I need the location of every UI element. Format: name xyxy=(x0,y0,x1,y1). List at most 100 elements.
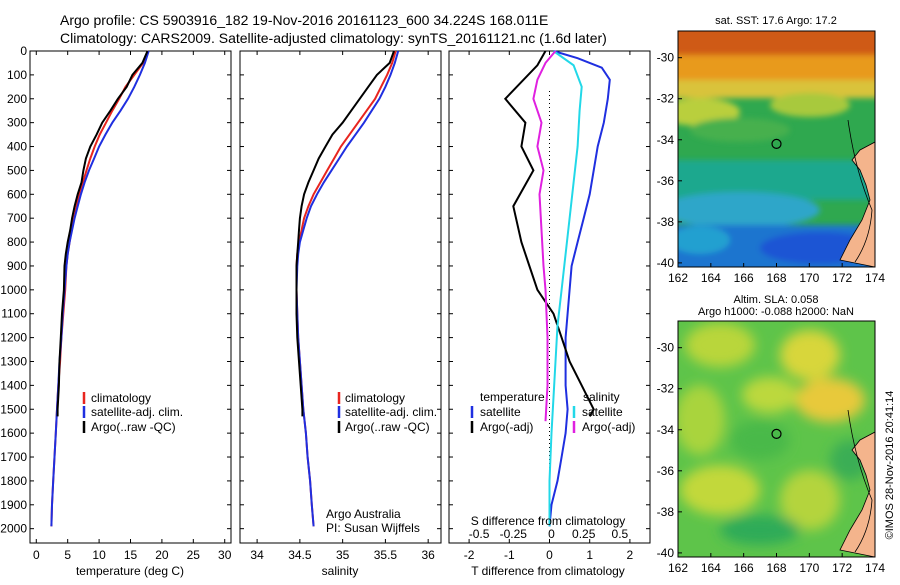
x-tick-label: 25 xyxy=(187,548,201,562)
temperature-legend: climatology satellite-adj. clim. Argo(..… xyxy=(82,391,183,434)
x-tick-label: 5 xyxy=(64,548,71,562)
map-x-tick-label: 170 xyxy=(799,561,819,575)
legend-label-s-satellite: satellite xyxy=(582,405,623,419)
x-tick-label: 36 xyxy=(421,548,435,562)
x-tick-label: -1 xyxy=(504,548,515,562)
legend-label-argo: Argo(..raw -QC) xyxy=(91,420,176,434)
header-title-line2: Climatology: CARS2009. Satellite-adjuste… xyxy=(60,30,607,46)
s-difference-axis-label: S difference from climatology xyxy=(471,514,626,528)
legend-label-t-argo: Argo(-adj) xyxy=(480,420,533,434)
series-line-argo xyxy=(295,50,395,417)
x-tick-label: -2 xyxy=(464,548,475,562)
depth-tick-label: 1000 xyxy=(0,283,27,297)
argo-position-marker xyxy=(771,428,782,439)
legend-label-s-argo: Argo(-adj) xyxy=(582,420,635,434)
difference-plot: -2 -1 0 1 2 -0.5 -0.25 0 0.25 0.5 xyxy=(449,50,650,562)
map-x-tick-label: 166 xyxy=(734,561,754,575)
series-line-s_argo xyxy=(532,50,557,422)
map-x-tick-label: 172 xyxy=(832,561,852,575)
legend-label-climatology: climatology xyxy=(345,391,405,405)
salinity-panel xyxy=(239,50,442,544)
difference-legend: temperature satellite Argo(-adj) salinit… xyxy=(470,390,635,434)
temperature-panel xyxy=(29,50,232,544)
legend-title-temperature: temperature xyxy=(480,390,545,404)
salinity-plot: 34 34.5 35 35.5 36 xyxy=(240,50,441,562)
temperature-plot: 0 5 10 15 20 25 30 xyxy=(30,50,232,562)
x-tick-label: 35.5 xyxy=(374,548,398,562)
header-title-line1: Argo profile: CS 5903916_182 19-Nov-2016… xyxy=(60,12,548,28)
x-tick-label: 0 xyxy=(546,548,553,562)
map-x-tick-label: 164 xyxy=(701,271,721,285)
depth-tick-label: 1500 xyxy=(0,402,27,416)
map-x-tick-label: 162 xyxy=(668,271,688,285)
series-line-climatology xyxy=(295,50,397,527)
depth-tick-label: 300 xyxy=(7,116,27,130)
t-difference-axis-label: T difference from climatology xyxy=(471,564,625,578)
x-tick-label: 1 xyxy=(586,548,593,562)
map-y-tick-label: -40 xyxy=(657,546,675,560)
argo-position-marker xyxy=(771,138,782,149)
temperature-axis-label: temperature (deg C) xyxy=(76,564,184,578)
s-tick-label: 0 xyxy=(548,527,555,541)
map-x-tick-label: 168 xyxy=(766,561,786,575)
s-tick-label: -0.5 xyxy=(469,527,490,541)
series-line-t_sat xyxy=(548,50,611,527)
series-line-argo xyxy=(56,50,149,417)
series-line-t_argo xyxy=(503,50,595,417)
depth-tick-label: 1300 xyxy=(0,354,27,368)
sst-map-title: sat. SST: 17.6 Argo: 17.2 xyxy=(715,15,837,27)
sla-map-subtitle: Argo h1000: -0.088 h2000: NaN xyxy=(698,306,854,318)
map-y-tick-label: -38 xyxy=(657,505,675,519)
legend-label-satellite: satellite-adj. clim. xyxy=(345,405,437,419)
sla-map-title: Altim. SLA: 0.058 xyxy=(734,294,819,306)
x-tick-label: 15 xyxy=(124,548,138,562)
map-x-tick-label: 170 xyxy=(799,271,819,285)
depth-tick-label: 200 xyxy=(7,92,27,106)
x-tick-label: 10 xyxy=(92,548,106,562)
x-tick-label: 34.5 xyxy=(288,548,312,562)
map-x-tick-label: 162 xyxy=(668,561,688,575)
map-y-tick-label: -34 xyxy=(657,423,675,437)
depth-tick-label: 400 xyxy=(7,140,27,154)
depth-tick-label: 1800 xyxy=(0,474,27,488)
depth-tick-label: 100 xyxy=(7,68,27,82)
depth-tick-label: 900 xyxy=(7,259,27,273)
map-y-tick-label: -36 xyxy=(657,174,675,188)
x-tick-label: 0 xyxy=(33,548,40,562)
map-x-tick-label: 166 xyxy=(734,271,754,285)
depth-tick-label: 1600 xyxy=(0,426,27,440)
sla-map xyxy=(678,321,875,557)
map-x-tick-label: 174 xyxy=(865,561,885,575)
imos-watermark: ©IMOS 28-Nov-2016 20:41:14 xyxy=(884,391,896,540)
credit-pi: PI: Susan Wijffels xyxy=(326,521,420,535)
salinity-legend: climatology satellite-adj. clim. Argo(..… xyxy=(337,391,437,434)
x-tick-label: 30 xyxy=(218,548,232,562)
map-y-tick-label: -30 xyxy=(657,341,675,355)
depth-tick-label: 600 xyxy=(7,187,27,201)
x-tick-label: 2 xyxy=(627,548,634,562)
credit-argo-australia: Argo Australia xyxy=(326,507,401,521)
map-y-tick-label: -34 xyxy=(657,133,675,147)
x-tick-label: 34 xyxy=(250,548,264,562)
s-tick-label: 0.5 xyxy=(612,527,629,541)
series-line-satellite xyxy=(295,50,400,527)
series-line-climatology xyxy=(50,50,150,527)
s-tick-label: 0.25 xyxy=(572,527,596,541)
legend-label-t-satellite: satellite xyxy=(480,405,521,419)
x-tick-label: 20 xyxy=(155,548,169,562)
x-tick-label: 35 xyxy=(336,548,350,562)
sst-map xyxy=(678,31,875,267)
map-x-tick-label: 168 xyxy=(766,271,786,285)
depth-axis: 0 100 200 300 400 500 600 700 800 900 1000 1100 1200… xyxy=(0,44,27,536)
depth-tick-label: 700 xyxy=(7,211,27,225)
sst-map-axes: 162 164 166 168 170 172 174 -30 -32 -34 -36 -38 -40 xyxy=(657,51,886,285)
legend-label-satellite: satellite-adj. clim. xyxy=(91,405,183,419)
sla-map-axes: 162 164 166 168 170 172 174 -30 -32 -34 -36 -38 -40 xyxy=(657,341,886,575)
map-y-tick-label: -36 xyxy=(657,464,675,478)
depth-tick-label: 1100 xyxy=(1,307,27,321)
depth-tick-label: 1900 xyxy=(0,498,27,512)
depth-tick-label: 2000 xyxy=(0,522,27,536)
salinity-axis-label: salinity xyxy=(322,564,359,578)
